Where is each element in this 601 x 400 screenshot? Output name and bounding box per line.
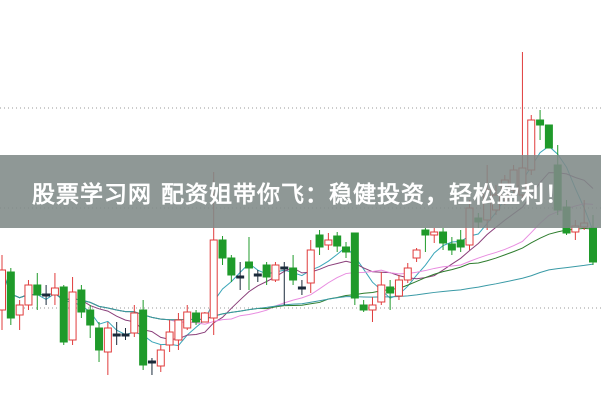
candle-body bbox=[227, 257, 236, 276]
candle-body bbox=[86, 309, 95, 326]
candle-body bbox=[350, 232, 359, 299]
candle-body bbox=[59, 286, 68, 343]
candle-body bbox=[68, 291, 77, 341]
candle-body bbox=[333, 235, 342, 247]
candle-body bbox=[33, 284, 42, 296]
candle-body bbox=[447, 243, 456, 251]
candle-body bbox=[174, 319, 183, 341]
candle-body bbox=[403, 267, 412, 281]
candle-body bbox=[253, 273, 262, 277]
candle-body bbox=[15, 304, 24, 316]
candle-body bbox=[147, 360, 156, 364]
candle-body bbox=[209, 239, 218, 319]
candle-body bbox=[112, 333, 121, 337]
candle-body bbox=[244, 261, 253, 269]
moving-average-10-line bbox=[1, 172, 594, 340]
candle-body bbox=[50, 287, 59, 296]
candle-body bbox=[271, 264, 280, 281]
candle-body bbox=[297, 286, 306, 290]
candle-body bbox=[377, 284, 386, 303]
candle-body bbox=[200, 312, 209, 323]
candle-body bbox=[289, 267, 298, 281]
candle-body bbox=[394, 279, 403, 297]
candle-body bbox=[589, 227, 597, 263]
candle-body bbox=[139, 309, 148, 366]
candle-body bbox=[536, 119, 545, 126]
candle-body bbox=[439, 231, 448, 244]
moving-average-60-line bbox=[1, 263, 594, 321]
candle-body bbox=[342, 246, 351, 253]
candle-body bbox=[544, 124, 553, 149]
candle-body bbox=[24, 284, 33, 306]
candle-body bbox=[456, 239, 465, 248]
candle-body bbox=[280, 266, 289, 270]
candle-body bbox=[306, 249, 315, 284]
candle-body bbox=[430, 231, 439, 236]
candle-body bbox=[192, 312, 201, 323]
candle-body bbox=[386, 286, 395, 294]
banner-title: 股票学习网 配资姐带你飞：稳健投资，轻松盈利！ bbox=[31, 181, 569, 208]
title-banner: 股票学习网 配资姐带你飞：稳健投资，轻松盈利！ bbox=[0, 155, 601, 228]
candle-body bbox=[130, 312, 139, 334]
candle-body bbox=[121, 333, 130, 337]
candle-body bbox=[103, 327, 112, 353]
candle-body bbox=[77, 289, 86, 313]
candle-body bbox=[95, 327, 104, 351]
candle-body bbox=[421, 229, 430, 236]
candle-body bbox=[156, 349, 165, 367]
candle-body bbox=[0, 269, 6, 311]
candle-body bbox=[262, 264, 271, 278]
candle-body bbox=[236, 275, 245, 279]
candle-body bbox=[218, 239, 227, 259]
candle-body bbox=[324, 239, 333, 246]
candle-body bbox=[412, 249, 421, 259]
candle-body bbox=[183, 311, 192, 329]
candle-body bbox=[165, 331, 174, 346]
candle-body bbox=[6, 271, 15, 319]
candle-body bbox=[42, 293, 51, 297]
candle-body bbox=[315, 234, 324, 248]
candle-body bbox=[359, 304, 368, 311]
candle-body bbox=[368, 304, 377, 311]
